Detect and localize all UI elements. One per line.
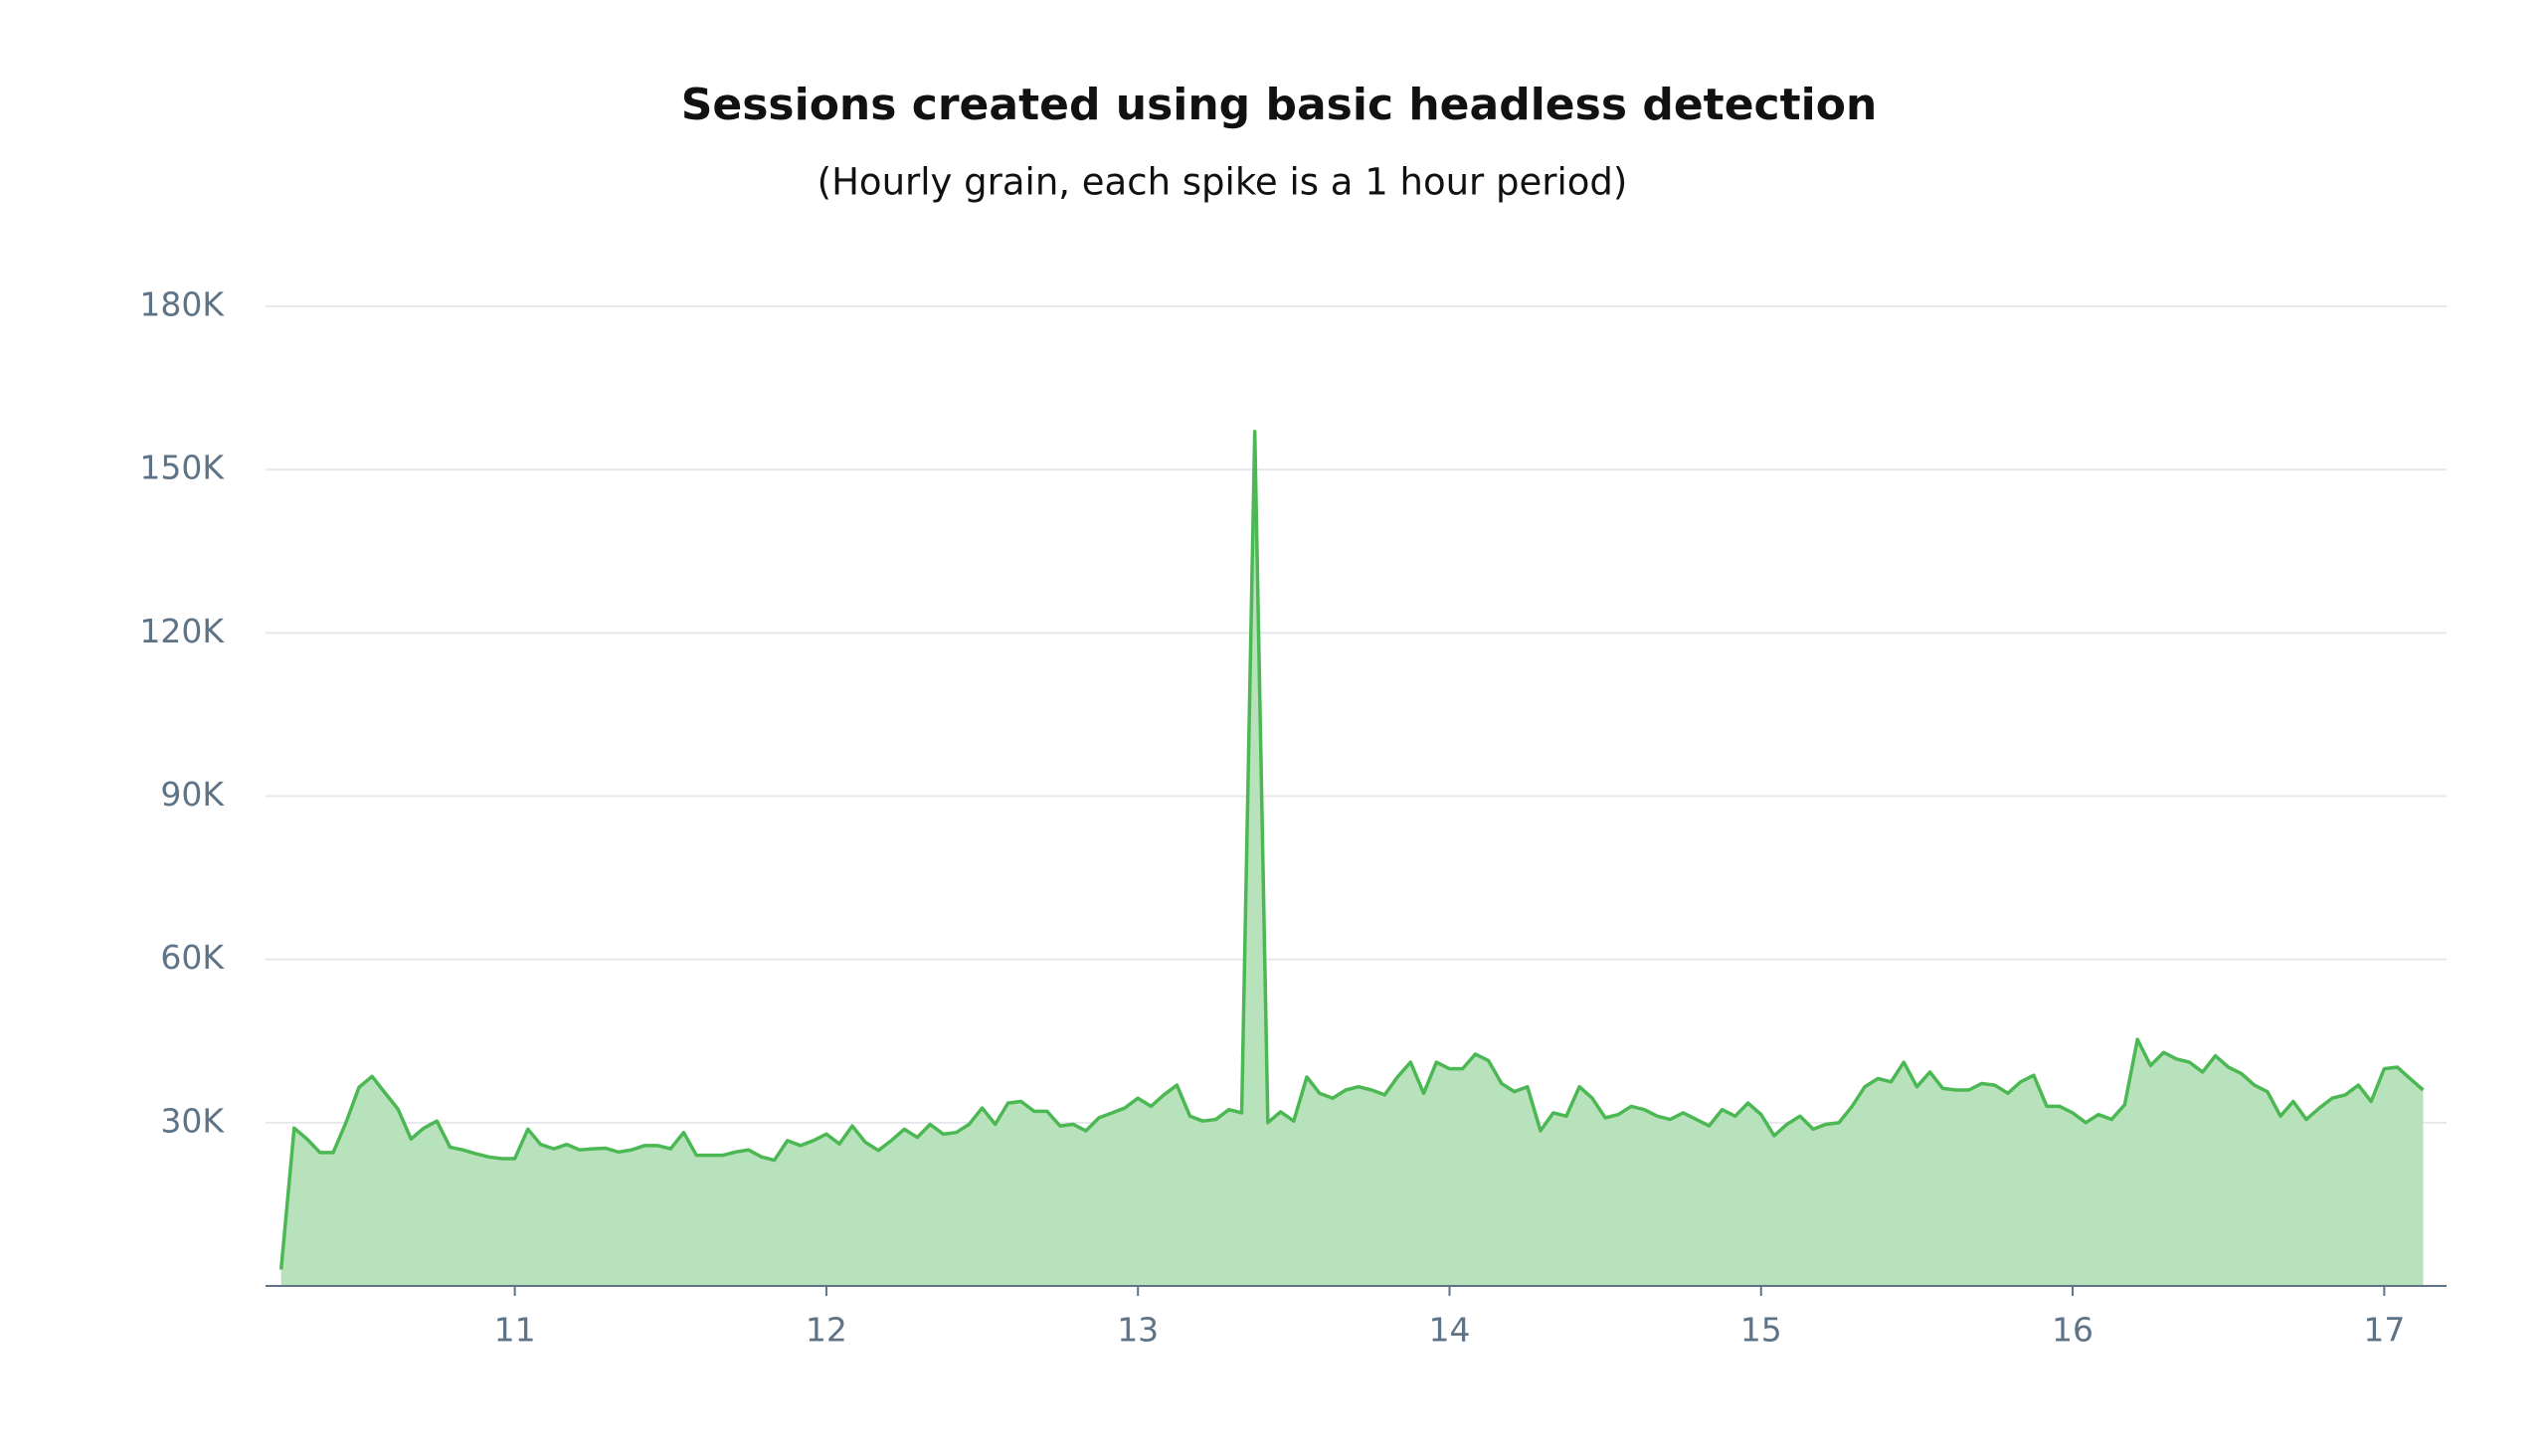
y-tick-label: 30K [160,1101,225,1140]
area-fill [280,431,2424,1286]
y-tick-label: 90K [160,775,225,814]
x-tick-label: 15 [1740,1311,1782,1350]
y-tick-label: 150K [139,449,225,487]
y-tick-label: 60K [160,938,225,977]
chart-title: Sessions created using basic headless de… [681,80,1878,130]
x-tick-label: 13 [1117,1311,1159,1350]
y-tick-label: 180K [139,285,225,324]
x-tick-label: 12 [806,1311,847,1350]
x-tick-label: 16 [2052,1311,2093,1350]
x-tick-label: 14 [1428,1311,1470,1350]
y-tick-label: 120K [139,612,225,650]
x-tick-label: 11 [494,1311,536,1350]
chart-subtitle: (Hourly grain, each spike is a 1 hour pe… [818,161,1628,204]
x-tick-label: 17 [2363,1311,2405,1350]
data-line [278,430,2425,1270]
